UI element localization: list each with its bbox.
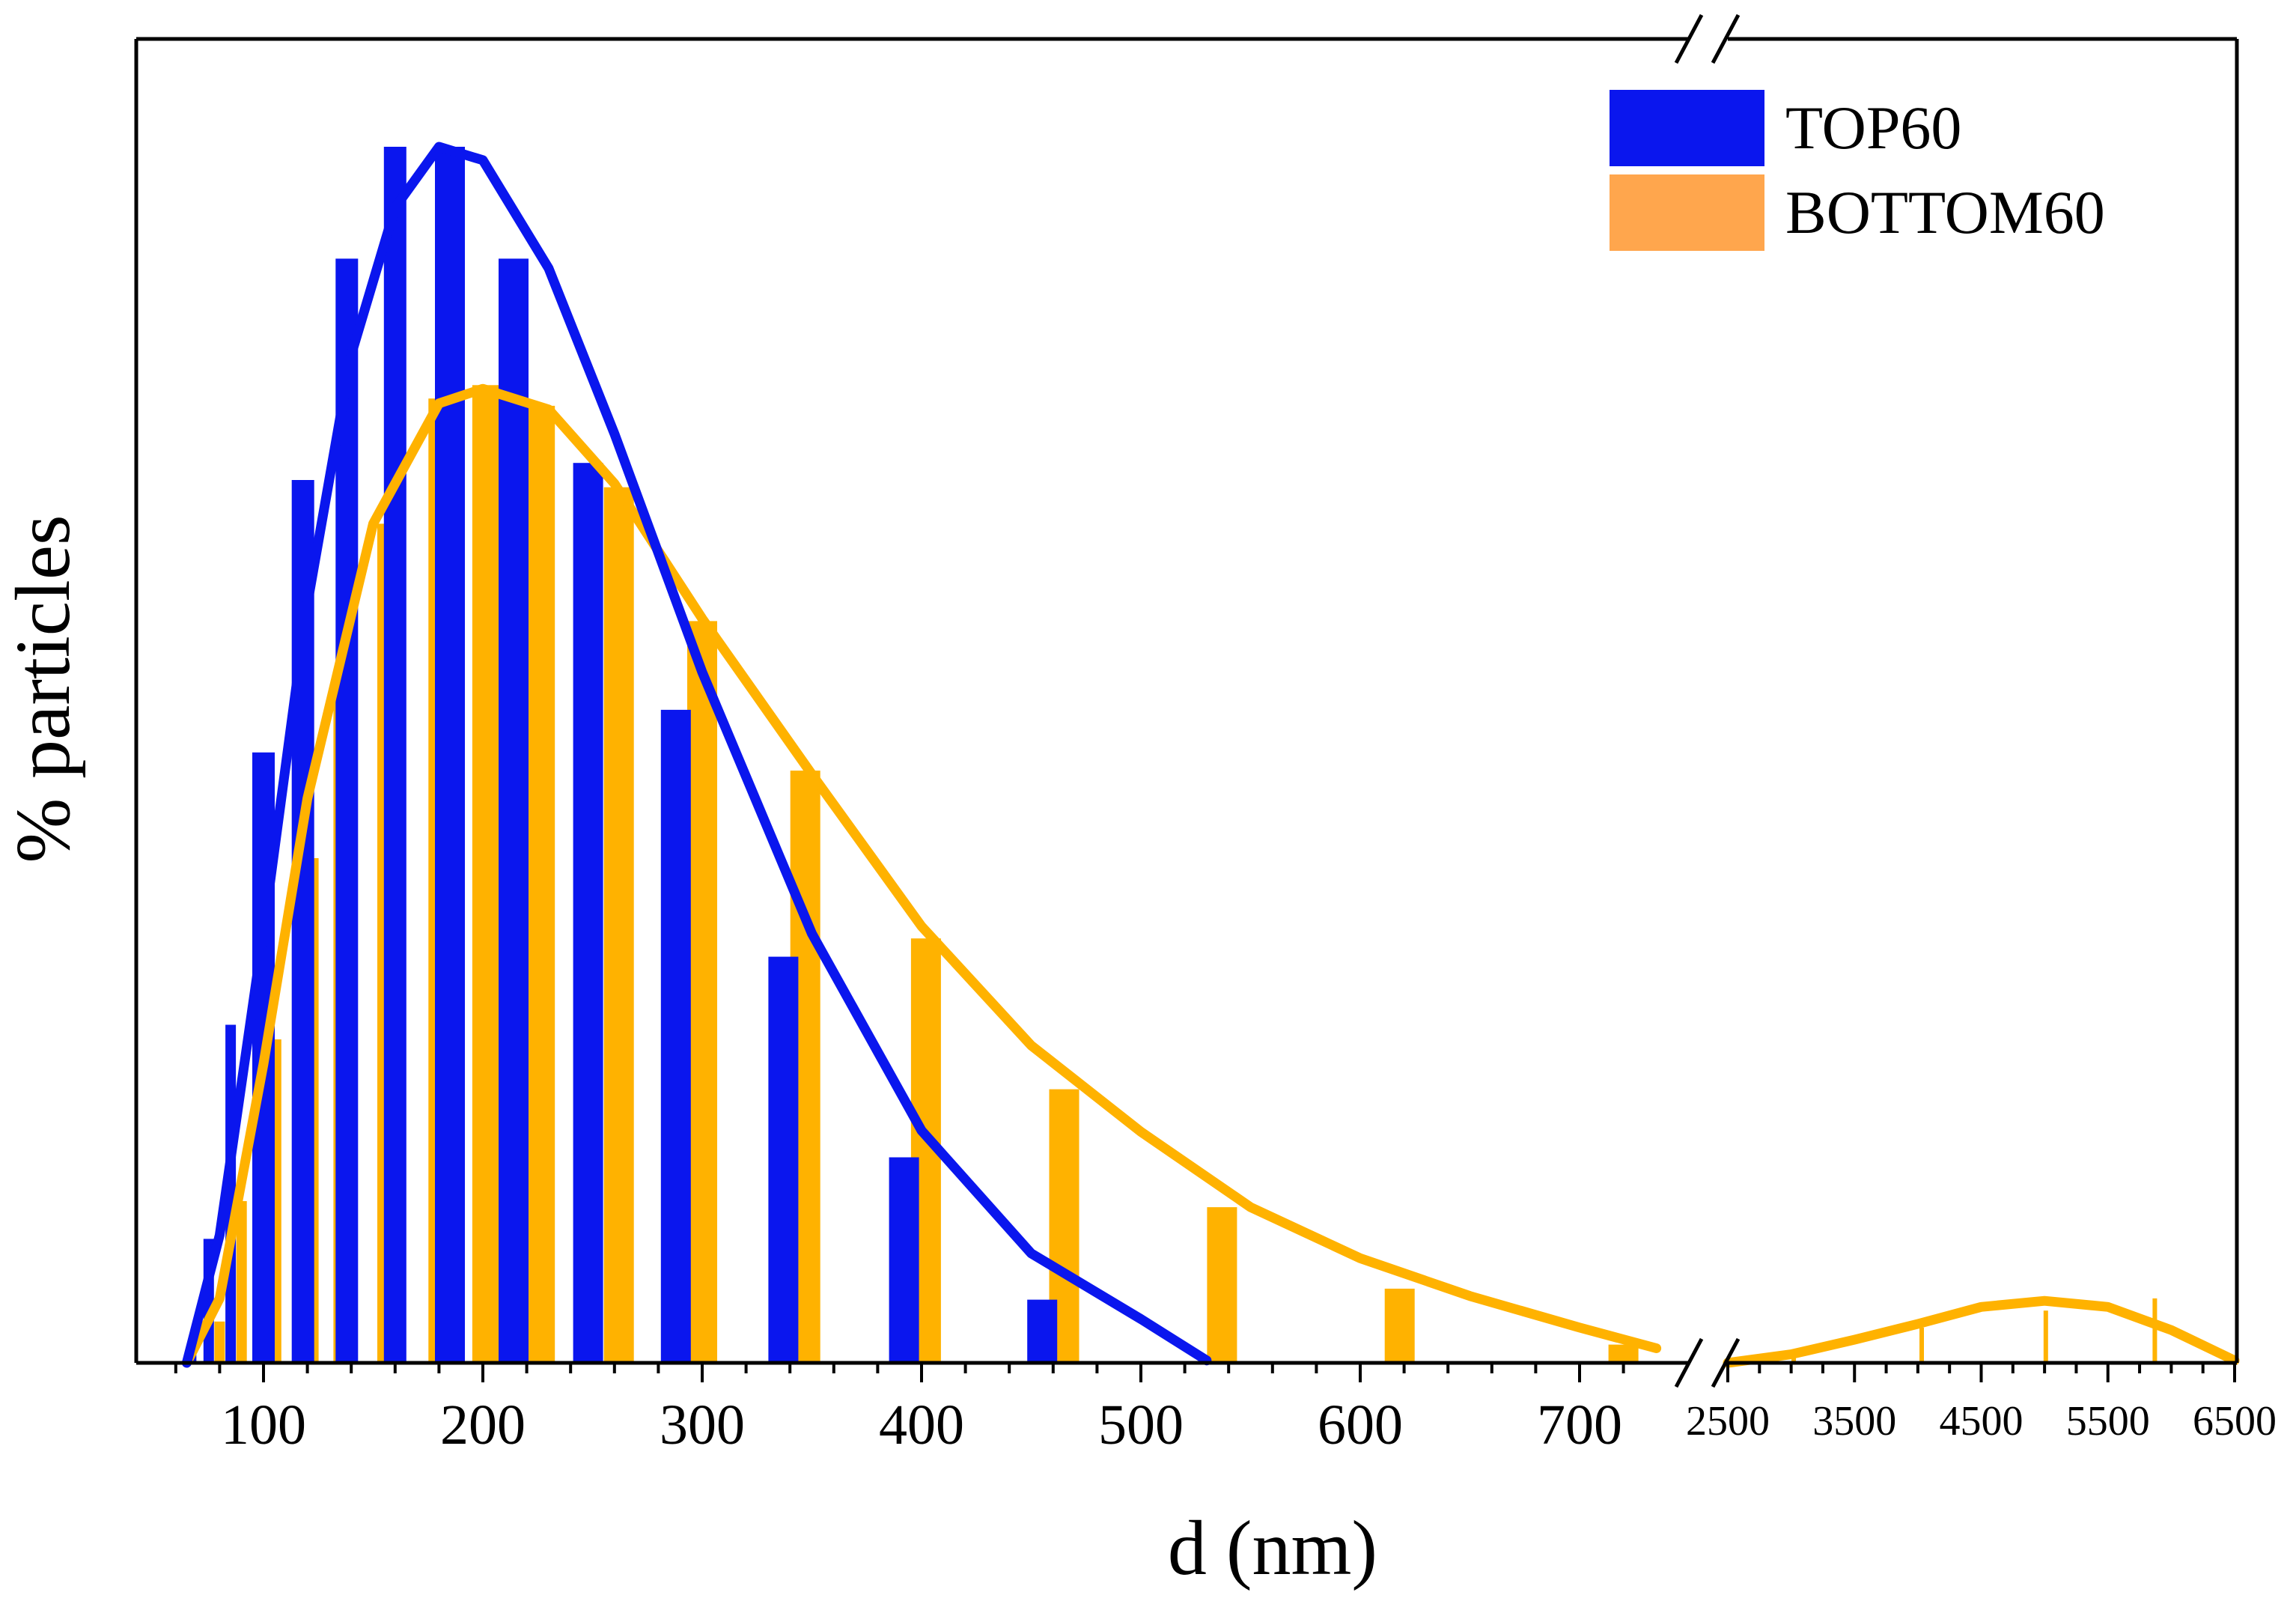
bottom60-bar-3 [236,1201,247,1363]
top60-fit-curve [181,142,1212,1368]
y-axis-title: % particles [0,515,86,863]
x-tick-label-5500: 5500 [2066,1398,2150,1444]
axis-break-mark-bottom-2 [1711,1337,1741,1388]
axis-break-mark-top-1 [1674,13,1704,64]
fit-curves [181,142,2240,1368]
legend-swatch-bottom60 [1610,174,1764,251]
top60-bar-7 [383,147,406,1363]
x-tick-label-400: 400 [879,1394,964,1456]
bottom60-bar-2 [214,1321,225,1363]
x-tick-label-700: 700 [1537,1394,1622,1456]
axis-break-mark-top-2 [1711,13,1741,64]
top60-bar-12 [768,956,799,1363]
x-tick-label-4500: 4500 [1940,1398,2024,1444]
x-tick-label-100: 100 [221,1394,306,1456]
x-ticks: 100 200 300 400 500 600 700 2500 3500 4500 5500 650… [174,1363,2277,1456]
top60-bar-13 [889,1157,919,1363]
legend-label-top60: TOP60 [1785,94,1961,162]
x-tick-label-500: 500 [1098,1394,1184,1456]
bottom60-bar-12 [687,621,717,1363]
x-tick-label-6500: 6500 [2193,1398,2277,1444]
top60-bar-10 [573,463,603,1364]
top60-bar-9 [499,258,529,1363]
bottom60-fit-curve-right [1723,1295,2240,1368]
legend-label-bottom60: BOTTOM60 [1785,178,2105,246]
bottom60-bar-16 [1207,1207,1237,1363]
top60-bar-11 [660,709,691,1363]
top60-bar-8 [435,147,465,1363]
legend: TOP60 BOTTOM60 [1610,90,2105,251]
x-tick-label-600: 600 [1318,1394,1403,1456]
bottom60-bar-10 [525,405,555,1363]
legend-swatch-top60 [1610,90,1764,166]
bottom60-bar-9 [472,385,502,1363]
x-axis-title: d (nm) [1168,1505,1377,1591]
bottom60-bar-11 [603,487,634,1364]
bottom60-bar-22 [2152,1298,2158,1363]
x-tick-label-2500: 2500 [1686,1398,1770,1444]
axis-break-mark-bottom-1 [1674,1337,1704,1388]
top60-bar-14 [1027,1299,1058,1363]
x-tick-label-300: 300 [660,1394,745,1456]
bottom60-bar-20 [1919,1327,1924,1363]
bottom60-bar-18 [1608,1344,1639,1363]
x-tick-label-3500: 3500 [1812,1398,1896,1444]
bottom60-fit-curve-left [181,383,1662,1368]
bottom60-bar-21 [2043,1310,2048,1363]
x-tick-label-200: 200 [440,1394,526,1456]
bottom60-bar-17 [1384,1288,1415,1363]
